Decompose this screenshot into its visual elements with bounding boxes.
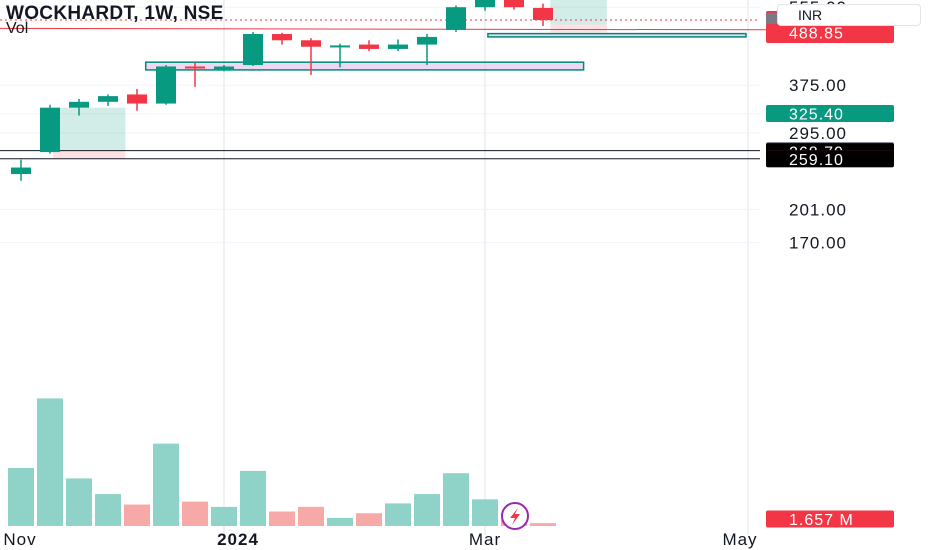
candle-body: [243, 34, 263, 66]
volume-bar: [95, 494, 121, 526]
volume-bar: [356, 513, 382, 526]
lower-zone[interactable]: [144, 61, 585, 71]
candle-body: [359, 44, 379, 49]
price-badge: [766, 23, 894, 41]
candle-body: [446, 7, 466, 30]
price-tick-label: 170.00: [789, 234, 847, 253]
volume-bar: [66, 478, 92, 526]
time-tick-label: Nov: [3, 530, 36, 549]
volume-bar: [211, 506, 237, 526]
price-badge-label: 325.40: [789, 106, 844, 123]
candle-body: [272, 34, 292, 41]
price-tick-label: 375.00: [789, 76, 847, 95]
volume-bar: [443, 473, 469, 526]
volume-bar: [153, 443, 179, 526]
candle-body: [185, 66, 205, 69]
price-badge-label: 488.85: [789, 25, 844, 42]
time-tick-label: Mar: [469, 530, 501, 549]
volume-bar: [472, 499, 498, 526]
lightning-icon[interactable]: [501, 502, 529, 530]
price-badge: [766, 510, 894, 528]
volume-label: Vol: [6, 20, 29, 37]
currency-selector[interactable]: INR: [777, 4, 921, 26]
volume-bars: [8, 398, 556, 526]
upper-zone[interactable]: [487, 32, 747, 38]
candle-body: [301, 40, 321, 47]
candle-body: [214, 66, 234, 70]
volume-bar: [530, 523, 556, 526]
left-position-stop[interactable]: [52, 151, 126, 159]
volume-bar: [8, 468, 34, 526]
lightning-icon-bolt[interactable]: [510, 508, 520, 525]
candle-body: [69, 101, 89, 108]
candle-body: [504, 0, 524, 8]
candle-body: [475, 0, 495, 8]
volume-bar: [414, 494, 440, 526]
candle-body: [11, 167, 31, 175]
candle-body: [417, 36, 437, 45]
volume-bar: [240, 470, 266, 526]
volume-bar: [327, 517, 353, 526]
drawing-overlays[interactable]: [0, 0, 848, 160]
time-tick-label: 2024: [217, 530, 259, 549]
time-axis[interactable]: Nov 2024 Mar May: [3, 530, 757, 549]
candle-body: [40, 107, 60, 153]
volume-bar: [37, 398, 63, 526]
candle-body: [127, 94, 147, 104]
symbol-title: WOCKHARDT, 1W, NSE: [6, 3, 224, 24]
volume-bar: [269, 511, 295, 526]
price-badge-label: 1.657 M: [789, 512, 854, 529]
candle-body: [156, 66, 176, 104]
price-badge: [766, 150, 894, 168]
long-position-target[interactable]: [550, 0, 607, 25]
candle-body: [330, 45, 350, 48]
long-position-stop[interactable]: [550, 24, 607, 33]
volume-bar: [182, 501, 208, 526]
volume-bar: [298, 506, 324, 526]
grid-lines: [0, 0, 760, 535]
price-tick-label: 201.00: [789, 200, 847, 219]
volume-bar: [385, 503, 411, 526]
candle-body: [533, 7, 553, 20]
volume-bar: [124, 504, 150, 526]
candle-body: [388, 44, 408, 49]
time-tick-label: May: [722, 530, 757, 549]
candlesticks: [11, 0, 553, 181]
trend-line[interactable]: [0, 27, 848, 31]
candle-body: [98, 96, 118, 102]
price-badge-label: 259.10: [789, 152, 844, 169]
price-badge: [766, 104, 894, 122]
price-tick-label: 295.00: [789, 124, 847, 143]
left-position-target[interactable]: [52, 107, 126, 152]
